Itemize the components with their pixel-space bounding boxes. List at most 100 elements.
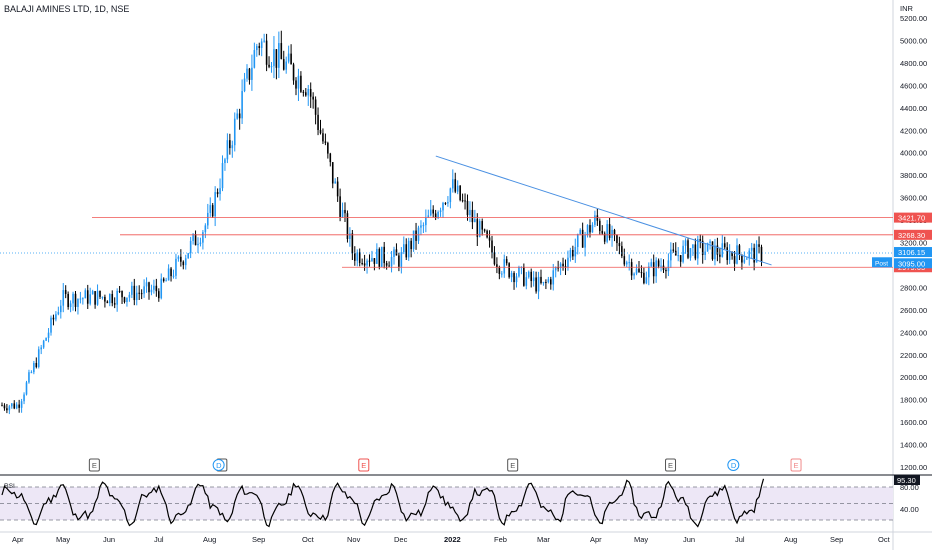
candle-body bbox=[52, 317, 55, 320]
candle-body bbox=[121, 290, 123, 298]
horizontal-level-tag bbox=[894, 212, 932, 223]
rsi-label: RSI bbox=[4, 483, 15, 490]
candle-body bbox=[569, 250, 572, 258]
candle-body bbox=[542, 282, 545, 284]
candle-body bbox=[432, 209, 434, 214]
candle-body bbox=[476, 219, 479, 237]
candle-body bbox=[640, 272, 643, 274]
earnings-marker-label: E bbox=[361, 461, 366, 470]
candle-body bbox=[260, 41, 263, 48]
candle-body bbox=[268, 64, 270, 67]
candle-body bbox=[358, 252, 361, 264]
candle-body bbox=[89, 294, 91, 304]
candle-body bbox=[454, 179, 457, 192]
candle-body bbox=[187, 253, 189, 259]
trendline[interactable] bbox=[435, 155, 772, 266]
y-tick-label: 2600.00 bbox=[900, 306, 927, 315]
candle-body bbox=[243, 78, 246, 92]
candle-body bbox=[385, 263, 388, 266]
candle-body bbox=[50, 317, 52, 333]
candle-body bbox=[574, 246, 577, 257]
candle-body bbox=[684, 240, 687, 246]
candle-body bbox=[471, 209, 474, 223]
candle-body bbox=[738, 245, 741, 255]
candle-body bbox=[557, 267, 559, 269]
y-tick-label: 4600.00 bbox=[900, 81, 927, 90]
candle-body bbox=[270, 66, 273, 68]
candle-body bbox=[104, 296, 106, 302]
y-tick-label: 2000.00 bbox=[900, 373, 927, 382]
y-tick-label: 4400.00 bbox=[900, 104, 927, 113]
candle-body bbox=[23, 394, 25, 402]
candle-body bbox=[657, 260, 660, 267]
candle-body bbox=[77, 298, 79, 307]
candle-body bbox=[368, 260, 371, 262]
candle-body bbox=[246, 68, 248, 79]
price-tag-label: 3106.15 bbox=[898, 248, 925, 257]
y-tick-label: 3800.00 bbox=[900, 171, 927, 180]
y-tick-label: 1600.00 bbox=[900, 418, 927, 427]
candle-body bbox=[57, 312, 60, 315]
candle-body bbox=[608, 224, 611, 238]
candle-body bbox=[322, 133, 324, 142]
candle-body bbox=[412, 230, 415, 250]
dividend-marker-icon[interactable] bbox=[727, 459, 740, 471]
candle-body bbox=[148, 282, 150, 293]
candle-body bbox=[18, 404, 20, 408]
earnings-marker-icon[interactable] bbox=[507, 458, 519, 472]
x-tick-label: Jul bbox=[154, 535, 164, 544]
candle-body bbox=[518, 267, 520, 277]
candle-body bbox=[591, 224, 594, 233]
candle-body bbox=[1, 405, 3, 407]
candle-body bbox=[417, 227, 420, 241]
candle-body bbox=[513, 273, 515, 283]
candle-body bbox=[758, 244, 760, 247]
horizontal-level-label: 3268.30 bbox=[898, 231, 925, 240]
candle-body bbox=[714, 245, 716, 260]
candle-body bbox=[584, 234, 586, 248]
candle-body bbox=[701, 240, 704, 255]
candle-body bbox=[84, 290, 87, 299]
candle-body bbox=[677, 255, 679, 257]
candle-body bbox=[172, 275, 175, 277]
candle-body bbox=[694, 244, 697, 259]
candle-body bbox=[716, 245, 719, 255]
candle-body bbox=[452, 179, 454, 189]
candle-body bbox=[11, 403, 13, 407]
candle-body bbox=[329, 153, 332, 163]
earnings-marker-icon[interactable] bbox=[88, 458, 100, 472]
earnings-marker-icon[interactable] bbox=[665, 458, 677, 472]
candle-body bbox=[719, 254, 721, 257]
candle-body bbox=[731, 251, 733, 257]
candle-body bbox=[278, 43, 280, 68]
candle-body bbox=[410, 240, 412, 250]
candle-body bbox=[645, 277, 648, 284]
candle-body bbox=[706, 242, 709, 252]
candle-body bbox=[444, 202, 447, 204]
candle-body bbox=[37, 349, 40, 367]
candle-body bbox=[442, 202, 444, 211]
candle-body bbox=[388, 265, 390, 267]
candle-body bbox=[633, 273, 635, 276]
y-tick-label: 5000.00 bbox=[900, 36, 927, 45]
y-tick-label: 3200.00 bbox=[900, 239, 927, 248]
horizontal-level-label: 3421.70 bbox=[898, 214, 925, 223]
candle-body bbox=[611, 229, 613, 238]
x-tick-label: Sep bbox=[252, 535, 265, 544]
candle-body bbox=[207, 212, 209, 226]
candle-body bbox=[194, 234, 197, 246]
candle-body bbox=[545, 282, 547, 284]
candle-body bbox=[192, 234, 194, 241]
earnings-marker-icon[interactable] bbox=[790, 458, 802, 472]
dividend-marker-icon[interactable] bbox=[212, 459, 225, 471]
candle-body bbox=[709, 241, 711, 243]
price-tag bbox=[894, 258, 932, 269]
candle-body bbox=[248, 68, 251, 80]
candle-body bbox=[662, 265, 665, 271]
earnings-marker-icon[interactable] bbox=[358, 458, 370, 472]
candle-body bbox=[339, 196, 341, 217]
candle-body bbox=[621, 246, 623, 257]
candle-body bbox=[189, 240, 192, 254]
